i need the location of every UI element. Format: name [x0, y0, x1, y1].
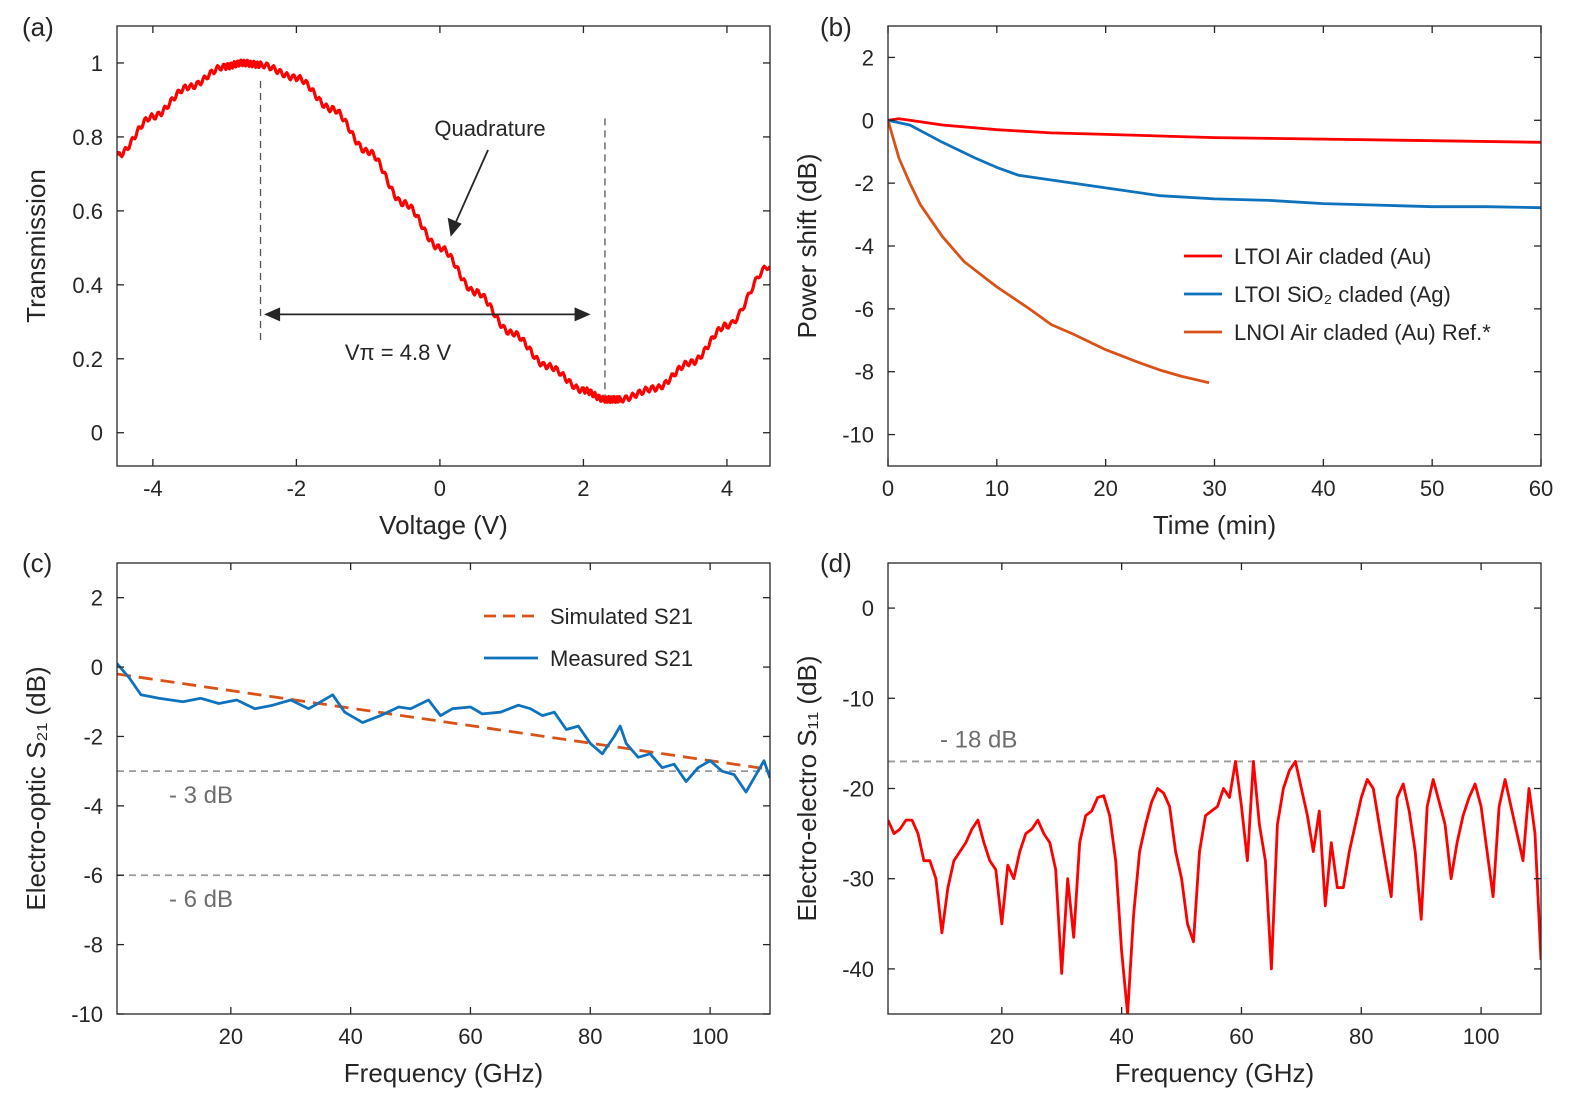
- x-tick-label: 60: [458, 1024, 482, 1049]
- y-tick-label: 0: [91, 655, 103, 680]
- plot-area: [117, 58, 770, 404]
- axes-box: [887, 562, 1542, 1015]
- x-tick-label: 20: [990, 1024, 1014, 1049]
- quadrature-label: Quadrature: [434, 116, 545, 141]
- x-tick-label: 30: [1202, 476, 1226, 501]
- y-tick-label: -20: [842, 777, 874, 802]
- series-line: [117, 58, 770, 404]
- quadrature-arrow: [453, 149, 489, 226]
- panel-label: (d): [820, 548, 852, 578]
- y-tick-label: -4: [83, 794, 103, 819]
- series-line: [117, 662, 770, 794]
- x-tick-label: 80: [1349, 1024, 1373, 1049]
- y-tick-label: -4: [854, 234, 874, 259]
- y-tick-label: -10: [71, 1002, 103, 1027]
- series-line: [888, 119, 1210, 385]
- x-axis-label: Time (min): [1153, 510, 1276, 540]
- x-tick-label: -2: [287, 476, 307, 501]
- plot-area: [888, 760, 1541, 1014]
- y-tick-label: 0.4: [72, 273, 103, 298]
- series-line: [888, 117, 1541, 144]
- x-tick-label: 40: [1311, 476, 1335, 501]
- x-tick-label: 0: [882, 476, 894, 501]
- x-axis-label: Frequency (GHz): [344, 1058, 543, 1088]
- legend-label: Measured S21: [550, 646, 693, 671]
- x-axis-label: Frequency (GHz): [1115, 1058, 1314, 1088]
- plot-area: [117, 662, 770, 877]
- x-tick-label: 0: [434, 476, 446, 501]
- series-line: [117, 672, 770, 771]
- panel-label: (c): [22, 548, 52, 578]
- y-tick-label: -30: [842, 867, 874, 892]
- vpi-arrowhead-right: [574, 307, 591, 322]
- x-tick-label: 40: [338, 1024, 362, 1049]
- chart-panel-1: (a) -4 -2 0 2 4 0 0.2 0.4 0.6 0.8 1 Voltage (V) Trans…: [21, 12, 771, 540]
- legend-label: LTOI Air claded (Au): [1234, 244, 1431, 269]
- x-tick-label: -4: [143, 476, 163, 501]
- x-tick-label: 60: [1529, 476, 1553, 501]
- y-tick-label: 0.6: [72, 199, 103, 224]
- y-axis-label: Power shift (dB): [792, 154, 822, 339]
- reference-line-label: - 18 dB: [940, 726, 1017, 753]
- y-tick-label: 0: [862, 596, 874, 621]
- reference-line-label: - 3 dB: [169, 782, 233, 809]
- legend-label: LNOI Air claded (Au) Ref.*: [1234, 320, 1491, 345]
- legend-label: Simulated S21: [550, 604, 693, 629]
- reference-line-label: - 6 dB: [169, 886, 233, 913]
- y-tick-label: -2: [83, 724, 103, 749]
- x-tick-label: 40: [1109, 1024, 1133, 1049]
- axes-box: [116, 25, 771, 467]
- y-tick-label: 1: [91, 51, 103, 76]
- quadrature-arrowhead: [447, 217, 462, 237]
- x-axis-label: Voltage (V): [379, 510, 508, 540]
- y-tick-label: -2: [854, 171, 874, 196]
- y-tick-label: -8: [854, 360, 874, 385]
- y-tick-label: 2: [862, 45, 874, 70]
- axes-box: [887, 25, 1542, 467]
- x-tick-label: 100: [692, 1024, 729, 1049]
- series-line: [888, 118, 1541, 210]
- y-axis-label: Electro-electro S₁₁ (dB): [792, 655, 822, 921]
- y-tick-label: -40: [842, 957, 874, 982]
- y-tick-label: -10: [842, 686, 874, 711]
- y-tick-label: -6: [83, 863, 103, 888]
- y-tick-label: 0: [91, 421, 103, 446]
- x-tick-label: 80: [578, 1024, 602, 1049]
- x-tick-label: 4: [721, 476, 733, 501]
- y-tick-label: 2: [91, 586, 103, 611]
- y-tick-label: 0.8: [72, 125, 103, 150]
- x-tick-label: 10: [985, 476, 1009, 501]
- y-tick-label: 0.2: [72, 347, 103, 372]
- y-tick-label: -10: [842, 423, 874, 448]
- y-tick-label: 0: [862, 108, 874, 133]
- chart-panel-4: (d) 20 40 60 80 100 0 -10 -20 -30 -40 Frequency (GH…: [792, 548, 1542, 1088]
- x-tick-label: 20: [219, 1024, 243, 1049]
- axes-box: [116, 562, 771, 1015]
- panel-label: (b): [820, 12, 852, 42]
- y-axis-label: Electro-optic S₂₁ (dB): [21, 666, 51, 910]
- y-axis-label: Transmission: [21, 169, 51, 323]
- vpi-arrowhead-left: [264, 307, 281, 322]
- x-tick-label: 20: [1093, 476, 1117, 501]
- y-tick-label: -8: [83, 933, 103, 958]
- panel-label: (a): [22, 12, 54, 42]
- x-tick-label: 100: [1463, 1024, 1500, 1049]
- series-line: [888, 760, 1541, 1014]
- x-tick-label: 2: [577, 476, 589, 501]
- x-tick-label: 60: [1229, 1024, 1253, 1049]
- vpi-label: Vπ = 4.8 V: [345, 340, 452, 365]
- plot-area: [888, 117, 1541, 385]
- legend-label: LTOI SiO₂ claded (Ag): [1234, 282, 1451, 307]
- y-tick-label: -6: [854, 297, 874, 322]
- x-tick-label: 50: [1420, 476, 1444, 501]
